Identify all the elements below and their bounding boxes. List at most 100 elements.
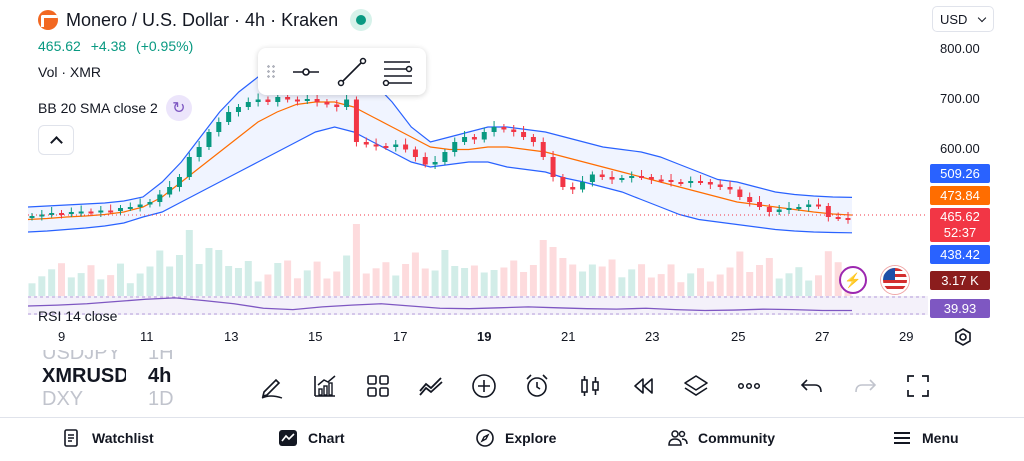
- nav-menu[interactable]: Menu: [892, 428, 959, 448]
- candle-body: [275, 97, 281, 102]
- volume-bar: [38, 276, 46, 296]
- replay-button[interactable]: [621, 366, 665, 406]
- volume-bar: [638, 264, 646, 296]
- symbol-list-item[interactable]: USDJPY 1H: [42, 350, 182, 365]
- layouts-button[interactable]: [356, 366, 400, 406]
- time-axis-label: 11: [140, 329, 154, 344]
- candle-body: [196, 147, 202, 157]
- chart-header: Monero / U.S. Dollar · 4h · Kraken: [38, 9, 373, 31]
- candle-body: [39, 214, 45, 217]
- alert-button[interactable]: [515, 366, 559, 406]
- rsi-indicator-label[interactable]: RSI 14 close: [38, 308, 118, 324]
- nav-watchlist[interactable]: Watchlist: [62, 428, 154, 448]
- nav-community-label: Community: [698, 430, 775, 446]
- candle-body: [442, 152, 448, 162]
- candle-body: [127, 207, 133, 209]
- candle-body: [589, 174, 595, 182]
- redo-button[interactable]: [843, 366, 887, 406]
- volume-bar: [834, 262, 842, 296]
- volume-bar: [746, 272, 754, 296]
- indicators-button[interactable]: [303, 366, 347, 406]
- candle-body: [206, 132, 212, 147]
- candle-body: [255, 99, 261, 102]
- price-change: +4.38: [90, 38, 127, 54]
- volume-bar: [215, 250, 223, 296]
- us-flag-icon[interactable]: [881, 266, 909, 294]
- bb-indicator-legend[interactable]: BB 20 SMA close 2 ↻: [38, 95, 192, 121]
- fullscreen-button[interactable]: [896, 366, 940, 406]
- candle-body: [698, 181, 704, 183]
- collapse-legend-button[interactable]: [38, 125, 74, 155]
- volume-bar: [205, 248, 213, 296]
- nav-explore[interactable]: Explore: [475, 428, 556, 448]
- candle-body: [796, 207, 802, 209]
- candle-body: [580, 182, 586, 190]
- price-chart[interactable]: 800.00 700.00 600.00 9 11 13 15 17 19 21…: [0, 0, 1024, 352]
- symbol-list-item[interactable]: DXY 1D: [42, 388, 182, 411]
- volume-bar: [736, 251, 744, 296]
- chart-type-button[interactable]: [568, 366, 612, 406]
- candle-body: [727, 187, 733, 190]
- add-button[interactable]: [462, 366, 506, 406]
- volume-bar: [234, 268, 242, 296]
- price-change-percent: (+0.95%): [136, 38, 194, 54]
- object-tree-button[interactable]: [674, 366, 718, 406]
- volume-bar: [765, 258, 773, 296]
- draw-button[interactable]: [250, 366, 294, 406]
- chart-settings-button[interactable]: [952, 326, 974, 348]
- drag-handle-icon[interactable]: [266, 63, 276, 80]
- candle-body: [540, 142, 546, 157]
- undo-button[interactable]: [790, 366, 834, 406]
- lightning-icon[interactable]: ⚡: [839, 266, 867, 294]
- volume-bar: [244, 261, 252, 296]
- chevron-down-icon: [978, 13, 987, 22]
- symbol-name: XMRUSD: [42, 365, 126, 387]
- drawing-settings-button[interactable]: [382, 57, 414, 87]
- nav-chart[interactable]: Chart: [278, 428, 345, 448]
- volume-bar: [795, 267, 803, 296]
- candle-body: [806, 204, 812, 207]
- compare-button[interactable]: [409, 366, 453, 406]
- nav-community[interactable]: Community: [668, 428, 775, 448]
- volume-bar: [126, 283, 134, 296]
- volume-bar: [431, 270, 439, 296]
- rsi-line: [27, 297, 853, 312]
- symbol-interval: 4h: [148, 365, 172, 387]
- volume-bar: [716, 274, 724, 296]
- volume-bar: [549, 247, 557, 296]
- volume-bar: [618, 277, 626, 296]
- volume-bar: [195, 264, 203, 296]
- candle-body: [403, 144, 409, 150]
- candle-body: [334, 104, 340, 107]
- volume-bar: [28, 283, 36, 296]
- volume-bar: [146, 266, 154, 296]
- volume-bar: [323, 278, 331, 296]
- candle-body: [776, 209, 782, 212]
- symbol-switcher[interactable]: USDJPY 1H XMRUSD 4h DXY 1D: [42, 350, 182, 416]
- candle-body: [521, 132, 527, 137]
- candle-body: [619, 178, 625, 180]
- volume-bar: [303, 270, 311, 296]
- more-button[interactable]: [727, 366, 771, 406]
- volume-bar: [470, 265, 478, 296]
- market-open-status-icon[interactable]: [350, 9, 373, 31]
- volume-bar: [461, 268, 469, 296]
- volume-bar: [441, 250, 449, 296]
- candle-body: [88, 211, 94, 214]
- volume-bar: [392, 275, 400, 296]
- candle-body: [58, 213, 64, 215]
- fullscreen-icon: [907, 375, 929, 397]
- compass-icon: [476, 429, 494, 447]
- candles: [29, 91, 851, 224]
- trend-line-tool-button[interactable]: [336, 57, 368, 87]
- candle-body: [658, 179, 664, 182]
- volume-bar: [815, 275, 823, 296]
- horizontal-line-tool-button[interactable]: [290, 57, 322, 87]
- currency-select[interactable]: USD: [932, 6, 994, 32]
- symbol-title[interactable]: Monero / U.S. Dollar · 4h · Kraken: [66, 9, 339, 30]
- last-price: 465.62: [38, 38, 81, 54]
- symbol-list-item-active[interactable]: XMRUSD 4h: [42, 365, 182, 388]
- candle-body: [353, 99, 359, 142]
- volume-indicator-label[interactable]: Vol · XMR: [38, 64, 102, 80]
- community-icon: [668, 430, 688, 446]
